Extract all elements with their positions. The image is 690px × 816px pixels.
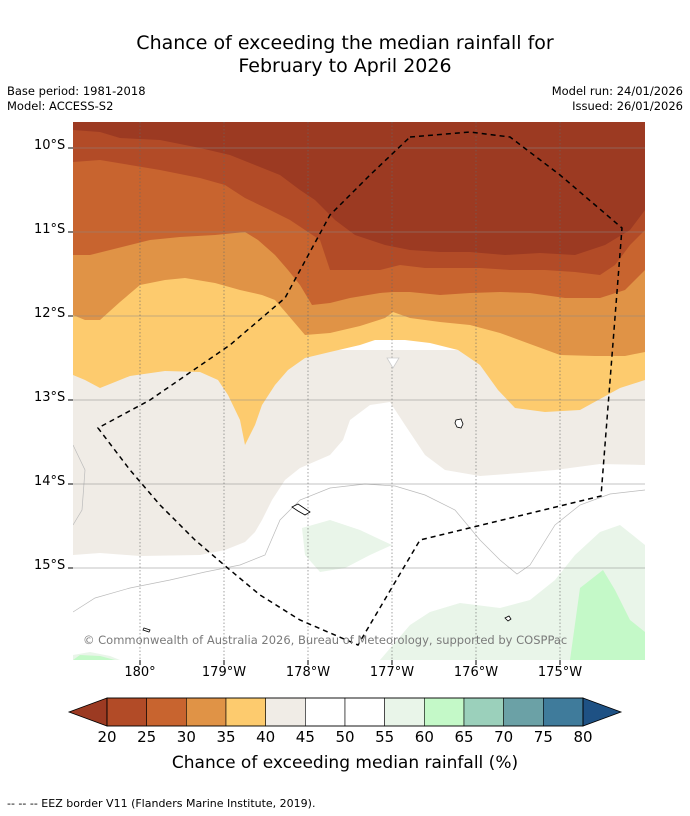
lon-label-179w: 179°W [201, 665, 247, 680]
colorbar-tick-55: 55 [375, 728, 395, 746]
contour-line-2 [73, 444, 86, 526]
island-b [291, 503, 311, 516]
colorbar-title: Chance of exceeding median rainfall (%) [171, 753, 519, 773]
title-line-1: Chance of exceeding the median rainfall … [136, 32, 554, 54]
colorbar-bin-3 [225, 697, 266, 727]
eez-border [96, 131, 623, 646]
colorbar-tick-30: 30 [176, 728, 196, 746]
lat-label-10s: 10°S [34, 138, 66, 153]
colorbar-tick-65: 65 [454, 728, 474, 746]
gridlines [73, 147, 645, 569]
lon-label-176w: 176°W [453, 665, 499, 680]
colorbar-over-arrow [582, 697, 623, 727]
colorbar-under-arrow [67, 697, 108, 727]
lat-label-11s: 11°S [34, 222, 66, 237]
colorbar-bin-10 [503, 697, 544, 727]
island-c [504, 615, 512, 622]
colorbar-bin-5 [305, 697, 346, 727]
base-period: Base period: 1981-2018 [7, 84, 146, 98]
eez-legend-footer: -- -- -- EEZ border V11 (Flanders Marine… [7, 797, 316, 810]
colorbar-bin-4 [265, 697, 306, 727]
colorbar-bin-11 [543, 697, 584, 727]
lon-label-175w: 175°W [537, 665, 583, 680]
meta-left: Base period: 1981-2018 Model: ACCESS-S2 [7, 84, 146, 114]
island-e [386, 357, 400, 369]
colorbar-tick-40: 40 [256, 728, 276, 746]
meta-right: Model run: 24/01/2026 Issued: 26/01/2026 [552, 84, 683, 114]
ticks [68, 147, 561, 665]
title-line-2: February to April 2026 [238, 55, 452, 77]
issued-date: Issued: 26/01/2026 [572, 99, 683, 113]
model-name: Model: ACCESS-S2 [7, 99, 114, 113]
zone-55-60-a [302, 520, 392, 572]
colorbar-tick-80: 80 [573, 728, 593, 746]
colorbar-bin-8 [424, 697, 465, 727]
island-d [142, 627, 151, 633]
colorbar-tick-25: 25 [137, 728, 157, 746]
colorbar-tick-20: 20 [97, 728, 117, 746]
colorbar-tick-70: 70 [494, 728, 514, 746]
colorbar-bin-9 [463, 697, 504, 727]
colorbar-tick-60: 60 [414, 728, 434, 746]
lon-label-178w: 178°W [285, 665, 331, 680]
contour-line-1 [73, 483, 645, 613]
island-a [454, 418, 464, 429]
colorbar-bin-0 [106, 697, 147, 727]
lon-label-180: 180° [124, 665, 156, 680]
lat-label-13s: 13°S [34, 390, 66, 405]
colorbar-bins [106, 697, 584, 727]
lat-label-15s: 15°S [34, 558, 66, 573]
lon-label-177w: 177°W [369, 665, 415, 680]
zone-60-65-b [73, 655, 115, 660]
lat-label-14s: 14°S [34, 474, 66, 489]
colorbar-bin-7 [384, 697, 425, 727]
meridians [139, 122, 561, 660]
colorbar-tick-45: 45 [295, 728, 315, 746]
zone-60-65-a [570, 570, 645, 660]
colorbar-bin-2 [186, 697, 227, 727]
colorbar-tick-50: 50 [335, 728, 355, 746]
colorbar-frame [106, 697, 584, 727]
model-run: Model run: 24/01/2026 [551, 84, 683, 98]
colorbar-bin-6 [344, 697, 385, 727]
map-fill [73, 122, 645, 660]
colorbar-tick-75: 75 [533, 728, 553, 746]
colorbar-bin-1 [146, 697, 187, 727]
islands [142, 357, 512, 633]
colorbar-tick-35: 35 [216, 728, 236, 746]
copyright-notice: © Commonwealth of Australia 2026, Bureau… [83, 633, 568, 647]
zone-below-20 [73, 122, 645, 255]
lat-label-12s: 12°S [34, 306, 66, 321]
zone-40-45 [73, 350, 645, 556]
